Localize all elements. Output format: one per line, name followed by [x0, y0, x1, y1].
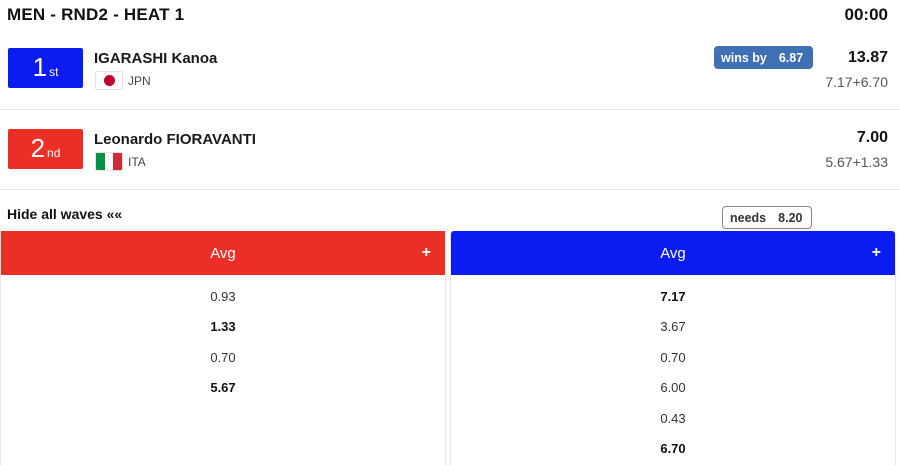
wave-score[interactable]: 6.00 [660, 380, 686, 396]
score-breakdown: 7.17+6.70 [825, 74, 888, 90]
waves-column-red: Avg + 0.93 1.33 0.70 5.67 [0, 231, 446, 465]
wave-score[interactable]: 3.67 [660, 319, 686, 335]
heat-title: MEN - RND2 - HEAT 1 [7, 5, 185, 24]
expand-plus-icon[interactable]: + [871, 244, 881, 261]
athlete-name[interactable]: IGARASHI Kanoa [94, 50, 218, 67]
place-badge-2: 2 nd [8, 129, 83, 169]
place-suffix: st [49, 65, 59, 79]
needs-badge: needs 8.20 [722, 206, 812, 229]
score-breakdown: 5.67+1.33 [825, 154, 888, 170]
athlete-country: JPN [128, 74, 151, 88]
column-header[interactable]: Avg + [1, 231, 445, 275]
athlete-name[interactable]: Leonardo FIORAVANTI [94, 131, 256, 148]
wave-score[interactable]: 5.67 [210, 380, 236, 396]
wave-list: 7.17 3.67 0.70 6.00 0.43 6.70 [451, 275, 895, 464]
wave-score[interactable]: 7.17 [660, 288, 686, 304]
place-badge-1: 1 st [8, 48, 83, 88]
status-label: wins by [721, 50, 767, 65]
total-score: 7.00 [856, 129, 888, 146]
waves-column-blue: Avg + 7.17 3.67 0.70 6.00 0.43 6.70 [450, 231, 896, 465]
wave-score[interactable]: 0.70 [660, 349, 686, 365]
wave-score[interactable]: 0.70 [210, 349, 236, 365]
heat-clock: 00:00 [844, 5, 888, 24]
hide-all-waves-toggle[interactable]: Hide all waves «« [7, 206, 123, 222]
wave-score[interactable]: 1.33 [210, 319, 236, 335]
wave-score[interactable]: 0.43 [660, 410, 686, 426]
italy-flag-icon [95, 152, 123, 171]
total-score: 13.87 [847, 49, 888, 66]
wave-score[interactable]: 0.93 [210, 288, 236, 304]
column-header-label: Avg [660, 244, 686, 262]
athlete-country: ITA [128, 155, 146, 169]
status-label: needs [730, 210, 767, 225]
japan-flag-icon [95, 71, 123, 90]
wave-score[interactable]: 6.70 [660, 441, 686, 457]
wins-by-badge: wins by 6.87 [714, 46, 813, 69]
athlete-row-2: 2 nd Leonardo FIORAVANTI ITA needs 8.20 … [0, 110, 900, 229]
heat-header: MEN - RND2 - HEAT 1 00:00 [0, 0, 900, 32]
place-suffix: nd [47, 146, 61, 160]
expand-plus-icon[interactable]: + [421, 244, 431, 261]
athlete-row-1: 1 st IGARASHI Kanoa JPN wins by 6.87 13.… [0, 30, 900, 110]
place-number: 2 [30, 133, 46, 163]
column-header[interactable]: Avg + [451, 231, 895, 275]
wave-list: 0.93 1.33 0.70 5.67 [1, 275, 445, 403]
column-header-label: Avg [210, 244, 236, 262]
place-number: 1 [32, 52, 48, 82]
status-value: 8.20 [778, 210, 803, 225]
status-value: 6.87 [778, 50, 804, 65]
